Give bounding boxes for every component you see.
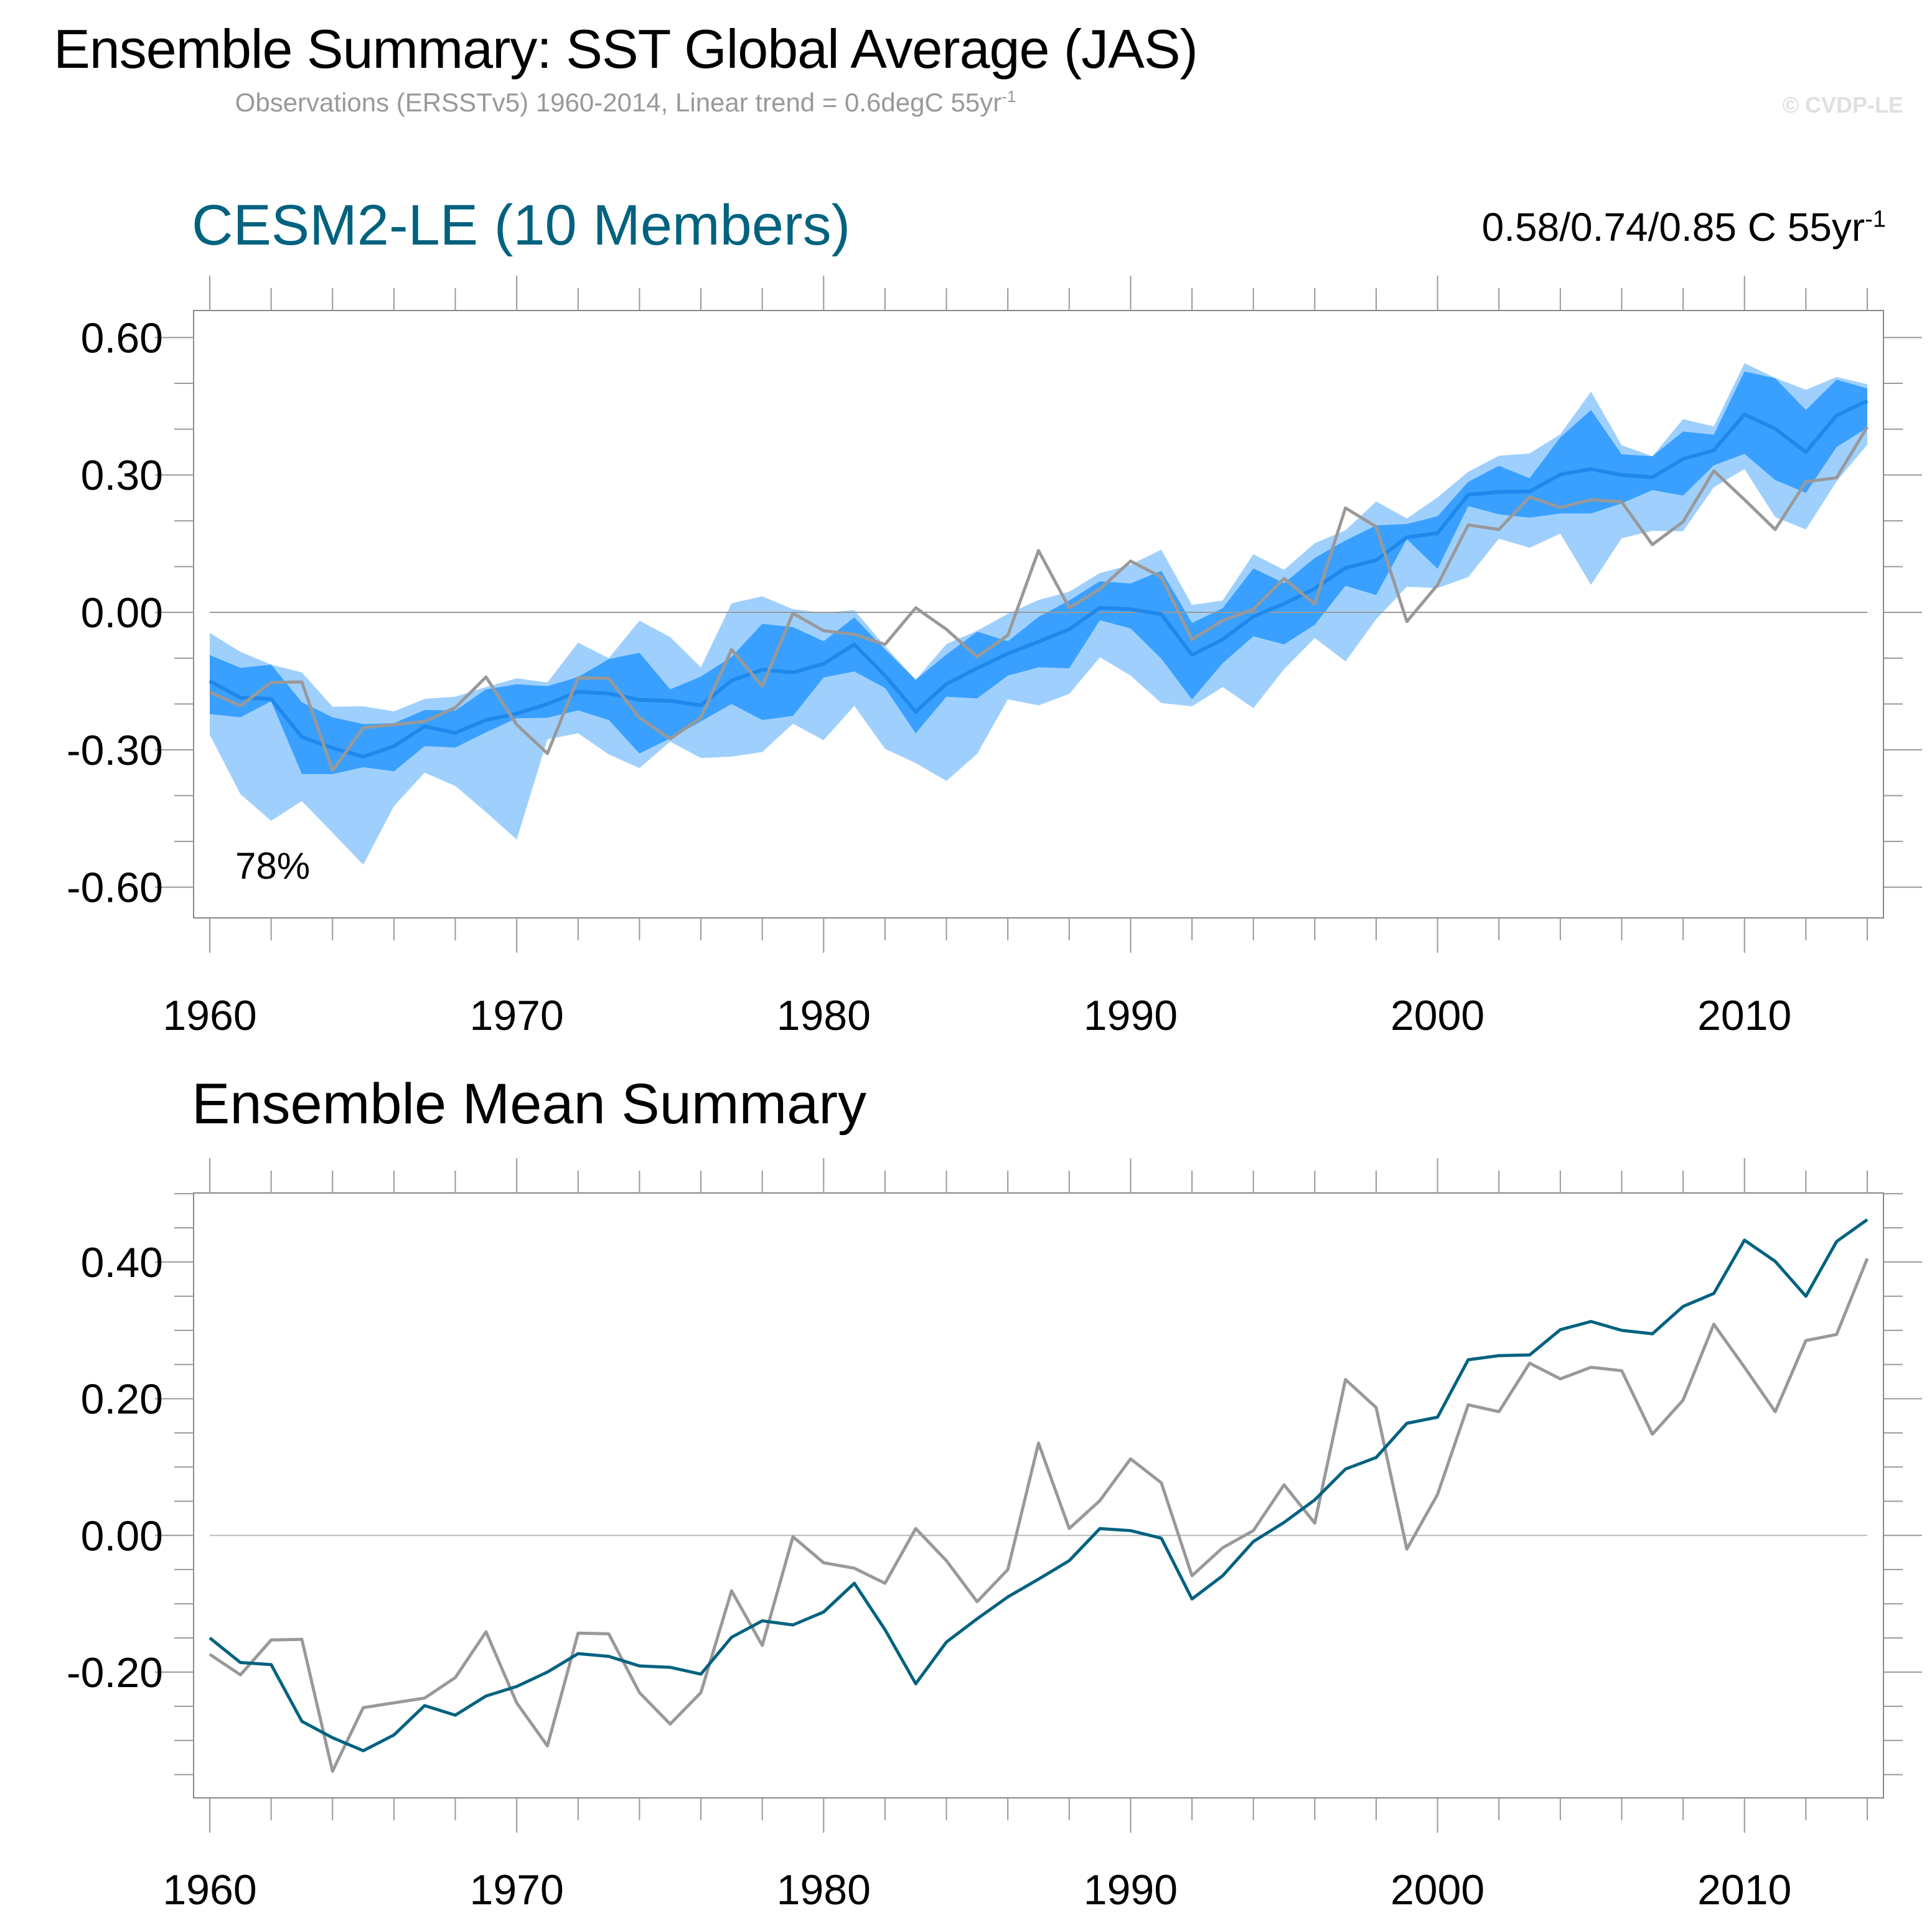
- x-tick-label: 1970: [470, 1866, 564, 1913]
- x-tick-label: 1960: [162, 1866, 256, 1913]
- y-tick-label: -0.60: [67, 864, 163, 912]
- subtitle-text: Observations (ERSSTv5) 1960-2014, Linear…: [235, 88, 1002, 117]
- panel1-plot: 1960 1970 1980 1990 2000 2010 -0.60 -0.30 0.00 0.…: [67, 276, 1922, 1039]
- subtitle-superscript: -1: [1001, 87, 1016, 106]
- y-tick-label: 0.30: [81, 452, 163, 499]
- x-tick-label: 2010: [1697, 1866, 1791, 1913]
- panel1-trend-annotation: 0.58/0.74/0.85 C 55yr-1: [1482, 204, 1886, 250]
- copyright-label: © CVDP-LE: [1782, 92, 1903, 118]
- outer-range-band: [210, 363, 1867, 865]
- trend-superscript: -1: [1865, 206, 1886, 233]
- x-tick-label: 1980: [777, 1866, 871, 1913]
- ensemble-mean-line: [209, 1218, 1869, 1752]
- y-tick-label: -0.30: [67, 727, 163, 774]
- y-tick-label: 0.00: [81, 1512, 163, 1560]
- inner-range-band: [210, 371, 1867, 774]
- x-tick-label: 2010: [1697, 992, 1791, 1039]
- x-tick-label: 1980: [777, 992, 871, 1039]
- y-tick-label: 0.20: [81, 1376, 163, 1423]
- x-tick-label: 1970: [470, 992, 564, 1039]
- trend-text: 0.58/0.74/0.85 C 55yr: [1481, 205, 1865, 250]
- plot-frame: [193, 1192, 1884, 1798]
- y-tick-label: 0.60: [81, 314, 163, 362]
- plot-frame: [193, 310, 1884, 919]
- panel2-plot: 1960 1970 1980 1990 2000 2010 -0.20 0.00 0.20 0.4…: [67, 1158, 1922, 1913]
- observations-line: [209, 1258, 1869, 1773]
- x-tick-label: 2000: [1390, 1866, 1484, 1913]
- panel2-title: Ensemble Mean Summary: [192, 1072, 866, 1136]
- y-tick-label: 0.00: [81, 589, 163, 637]
- x-tick-label: 1960: [162, 992, 256, 1039]
- percent-within-range-label: 78%: [235, 845, 310, 887]
- figure-subtitle: Observations (ERSSTv5) 1960-2014, Linear…: [0, 87, 1251, 118]
- observations-line: [209, 426, 1869, 772]
- x-tick-label: 2000: [1390, 992, 1484, 1039]
- ensemble-mean-line: [209, 399, 1869, 759]
- x-tick-label: 1990: [1084, 992, 1178, 1039]
- figure-title: Ensemble Summary: SST Global Average (JA…: [54, 18, 1198, 80]
- y-tick-label: -0.20: [67, 1649, 163, 1696]
- x-tick-label: 1990: [1084, 1866, 1178, 1913]
- panel1-title: CESM2-LE (10 Members): [192, 194, 851, 257]
- y-tick-label: 0.40: [81, 1239, 163, 1286]
